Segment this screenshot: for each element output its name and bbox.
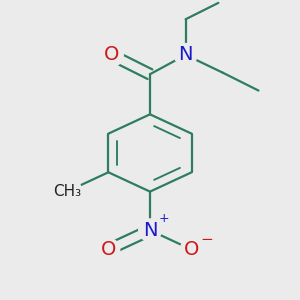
Circle shape (100, 43, 123, 67)
Text: −: − (200, 232, 213, 247)
Circle shape (97, 238, 120, 261)
Circle shape (174, 44, 197, 66)
Text: O: O (101, 240, 116, 259)
Text: +: + (158, 212, 169, 225)
Circle shape (180, 238, 203, 261)
Text: N: N (143, 221, 157, 240)
Text: N: N (178, 45, 193, 64)
Text: O: O (184, 240, 199, 259)
Text: O: O (104, 45, 119, 64)
Text: CH₃: CH₃ (53, 184, 81, 199)
Circle shape (52, 177, 82, 206)
Circle shape (139, 219, 161, 242)
